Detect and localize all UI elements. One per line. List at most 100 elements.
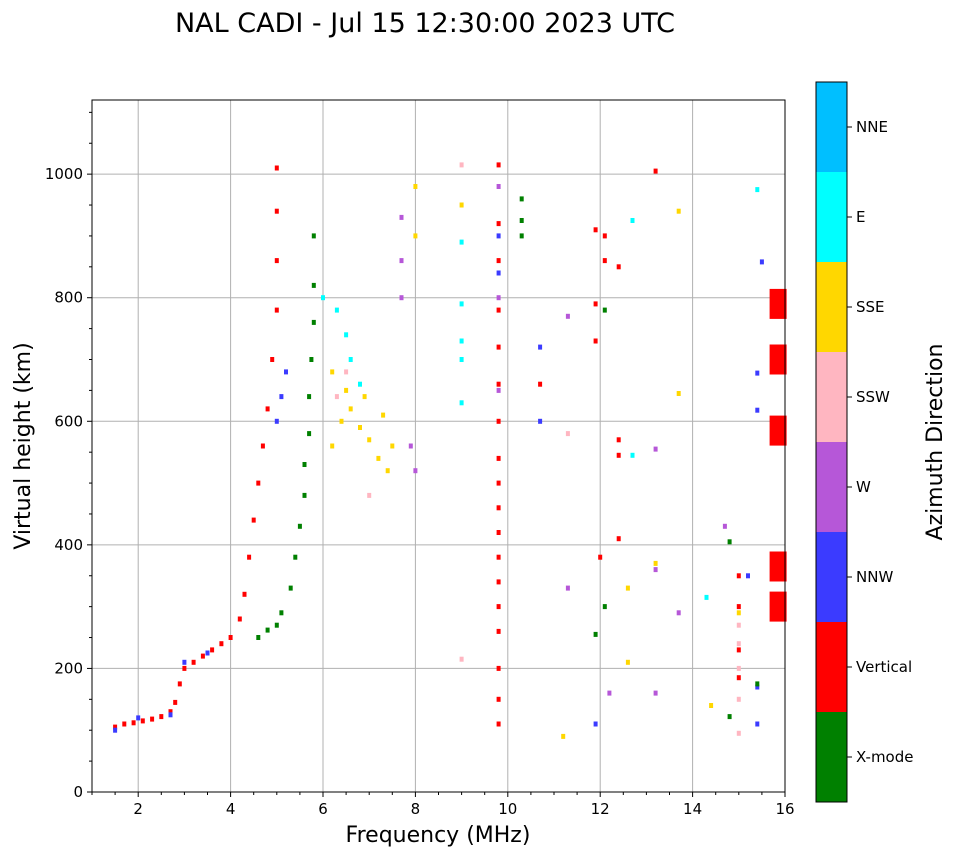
echo-point bbox=[297, 523, 302, 529]
echo-point bbox=[496, 455, 501, 461]
echo-point bbox=[307, 394, 312, 400]
echo-point bbox=[113, 724, 118, 730]
echo-point bbox=[311, 282, 316, 288]
echo-point bbox=[769, 415, 787, 446]
echo-point bbox=[616, 536, 621, 542]
echo-point bbox=[358, 425, 362, 430]
echo-point bbox=[279, 610, 284, 616]
echo-point bbox=[496, 579, 501, 585]
echo-point bbox=[593, 227, 598, 233]
echo-point bbox=[270, 357, 275, 362]
echo-point bbox=[168, 709, 173, 715]
echo-point bbox=[593, 721, 598, 727]
echo-point bbox=[593, 631, 598, 637]
echo-point bbox=[746, 573, 750, 579]
echo-point bbox=[413, 233, 418, 239]
echo-point bbox=[736, 604, 741, 610]
echo-point bbox=[769, 288, 787, 319]
colorbar-segment bbox=[816, 172, 847, 262]
echo-point bbox=[191, 659, 196, 665]
echo-point bbox=[376, 455, 381, 461]
echo-point bbox=[625, 585, 630, 591]
plot-frame bbox=[91, 99, 786, 793]
echo-point bbox=[755, 684, 760, 690]
echo-point bbox=[309, 357, 314, 362]
colorbar-label: SSE bbox=[856, 298, 885, 316]
echo-point bbox=[607, 690, 612, 696]
colorbar-label: NNW bbox=[856, 568, 893, 586]
echo-point bbox=[755, 187, 760, 193]
echo-point bbox=[496, 295, 501, 301]
echo-point bbox=[274, 208, 279, 214]
echo-point bbox=[113, 727, 118, 733]
echo-point bbox=[496, 221, 501, 227]
echo-point bbox=[496, 270, 501, 276]
echo-point bbox=[496, 387, 501, 393]
echo-point bbox=[736, 622, 741, 628]
colorbar-label: X-mode bbox=[856, 748, 913, 766]
echo-point bbox=[755, 370, 760, 376]
x-tick-label: 10 bbox=[498, 800, 517, 818]
echo-point bbox=[653, 690, 658, 696]
echo-point bbox=[736, 696, 741, 702]
echo-point bbox=[602, 604, 607, 610]
echo-point bbox=[496, 530, 501, 535]
echo-point bbox=[736, 665, 741, 671]
colorbar-segment bbox=[816, 442, 847, 532]
echo-point bbox=[653, 567, 658, 573]
azimuth-colorbar: X-mode Vertical NNW W SSW SSE E NNE bbox=[815, 81, 913, 803]
echo-point bbox=[274, 307, 279, 313]
echo-point bbox=[408, 443, 413, 449]
echo-point bbox=[496, 233, 501, 239]
echo-point bbox=[219, 641, 224, 647]
echo-point bbox=[496, 418, 501, 424]
y-tick-label: 600 bbox=[54, 412, 83, 430]
echo-point bbox=[496, 307, 501, 313]
echo-point bbox=[260, 443, 265, 449]
echo-point bbox=[736, 573, 741, 579]
echo-point bbox=[496, 344, 501, 350]
echo-point bbox=[381, 412, 386, 418]
echo-point bbox=[311, 233, 316, 239]
echo-point bbox=[625, 659, 630, 665]
echo-point bbox=[755, 681, 760, 687]
x-axis-ticks: 2 4 6 8 10 12 14 16 bbox=[91, 792, 795, 818]
echo-point bbox=[344, 387, 349, 393]
echo-marks bbox=[113, 162, 787, 739]
echo-point bbox=[413, 468, 418, 474]
echo-point bbox=[302, 492, 307, 498]
echo-point bbox=[630, 452, 635, 458]
echo-point bbox=[228, 635, 233, 640]
echo-point bbox=[399, 258, 404, 264]
colorbar-segment bbox=[816, 532, 847, 622]
echo-point bbox=[736, 641, 741, 647]
echo-point bbox=[722, 523, 727, 529]
echo-point bbox=[182, 659, 187, 665]
echo-point bbox=[496, 258, 501, 264]
echo-point bbox=[367, 437, 372, 443]
x-tick-label: 2 bbox=[133, 800, 143, 818]
echo-point bbox=[593, 338, 598, 344]
echo-point bbox=[736, 610, 741, 616]
echo-point bbox=[496, 162, 501, 168]
echo-point bbox=[348, 357, 353, 362]
echo-point bbox=[242, 591, 247, 597]
echo-point bbox=[334, 394, 339, 400]
echo-point bbox=[274, 622, 279, 628]
x-tick-label: 8 bbox=[411, 800, 421, 818]
colorbar-segment bbox=[816, 352, 847, 442]
echo-point bbox=[390, 443, 395, 449]
y-tick-label: 400 bbox=[54, 536, 83, 554]
echo-point bbox=[459, 301, 464, 307]
echo-point bbox=[140, 718, 145, 724]
echo-point bbox=[538, 418, 543, 424]
echo-point bbox=[205, 650, 210, 656]
echo-point bbox=[131, 720, 136, 726]
echo-point bbox=[459, 400, 464, 406]
echo-point bbox=[256, 480, 261, 486]
echo-point bbox=[168, 712, 173, 718]
echo-point bbox=[344, 369, 349, 375]
echo-point bbox=[159, 714, 164, 720]
echo-point bbox=[616, 437, 621, 443]
